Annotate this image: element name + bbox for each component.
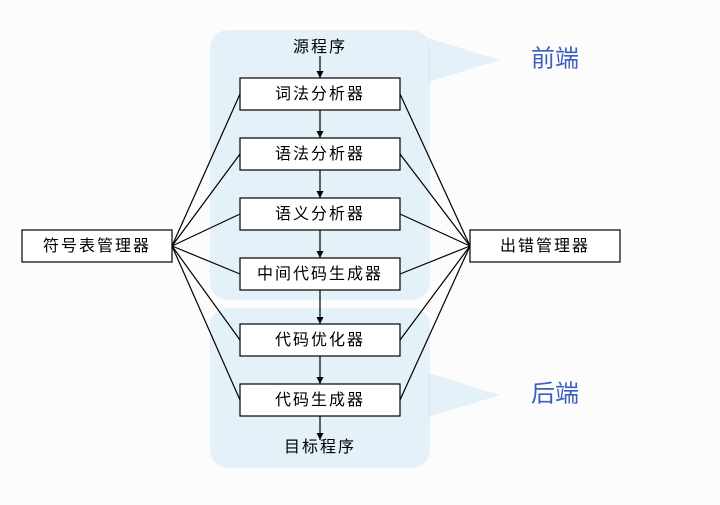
node-label-sem: 语义分析器	[275, 205, 365, 223]
annotation-frontend: 前端	[531, 45, 579, 72]
node-label-ir: 中间代码生成器	[257, 265, 383, 283]
node-label-lex: 词法分析器	[275, 85, 365, 103]
annotation-backend: 后端	[531, 380, 579, 407]
callout-frontend	[428, 38, 500, 82]
node-label-symtab: 符号表管理器	[43, 237, 151, 255]
node-label-src: 源程序	[293, 38, 347, 56]
node-label-tgt: 目标程序	[284, 438, 356, 456]
node-label-gen: 代码生成器	[275, 391, 365, 409]
node-label-parse: 语法分析器	[275, 145, 365, 163]
compiler-phases-diagram: 源程序词法分析器语法分析器语义分析器中间代码生成器代码优化器代码生成器目标程序 符…	[0, 0, 720, 505]
callout-backend	[428, 373, 500, 417]
node-label-err: 出错管理器	[500, 237, 590, 255]
node-label-opt: 代码优化器	[275, 331, 365, 349]
